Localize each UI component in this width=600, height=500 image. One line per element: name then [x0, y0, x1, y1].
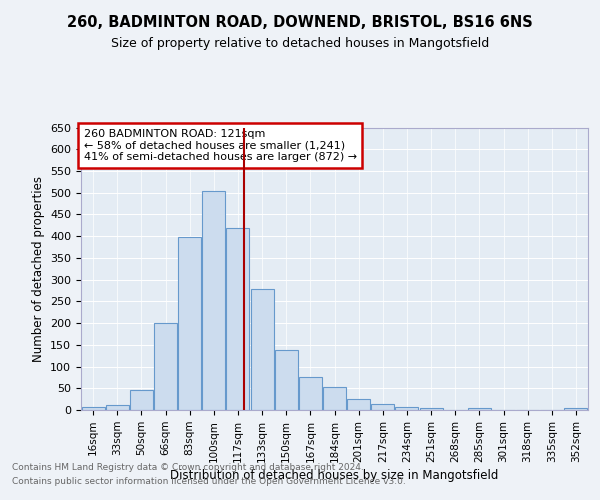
Bar [178, 238, 201, 410]
Bar [323, 388, 346, 410]
Y-axis label: Number of detached properties: Number of detached properties [32, 176, 44, 362]
Bar [106, 405, 128, 410]
Bar [226, 228, 250, 410]
Bar [299, 378, 322, 410]
Bar [371, 404, 394, 410]
Bar [82, 407, 104, 410]
Text: Contains HM Land Registry data © Crown copyright and database right 2024.: Contains HM Land Registry data © Crown c… [12, 462, 364, 471]
X-axis label: Distribution of detached houses by size in Mangotsfield: Distribution of detached houses by size … [170, 469, 499, 482]
Bar [419, 408, 443, 410]
Text: Contains public sector information licensed under the Open Government Licence v3: Contains public sector information licen… [12, 478, 406, 486]
Bar [275, 350, 298, 410]
Bar [395, 406, 418, 410]
Text: Size of property relative to detached houses in Mangotsfield: Size of property relative to detached ho… [111, 38, 489, 51]
Bar [565, 408, 587, 410]
Text: 260 BADMINTON ROAD: 121sqm
← 58% of detached houses are smaller (1,241)
41% of s: 260 BADMINTON ROAD: 121sqm ← 58% of deta… [83, 129, 356, 162]
Bar [130, 390, 153, 410]
Bar [347, 399, 370, 410]
Bar [202, 190, 225, 410]
Bar [251, 289, 274, 410]
Text: 260, BADMINTON ROAD, DOWNEND, BRISTOL, BS16 6NS: 260, BADMINTON ROAD, DOWNEND, BRISTOL, B… [67, 15, 533, 30]
Bar [154, 323, 177, 410]
Bar [468, 408, 491, 410]
